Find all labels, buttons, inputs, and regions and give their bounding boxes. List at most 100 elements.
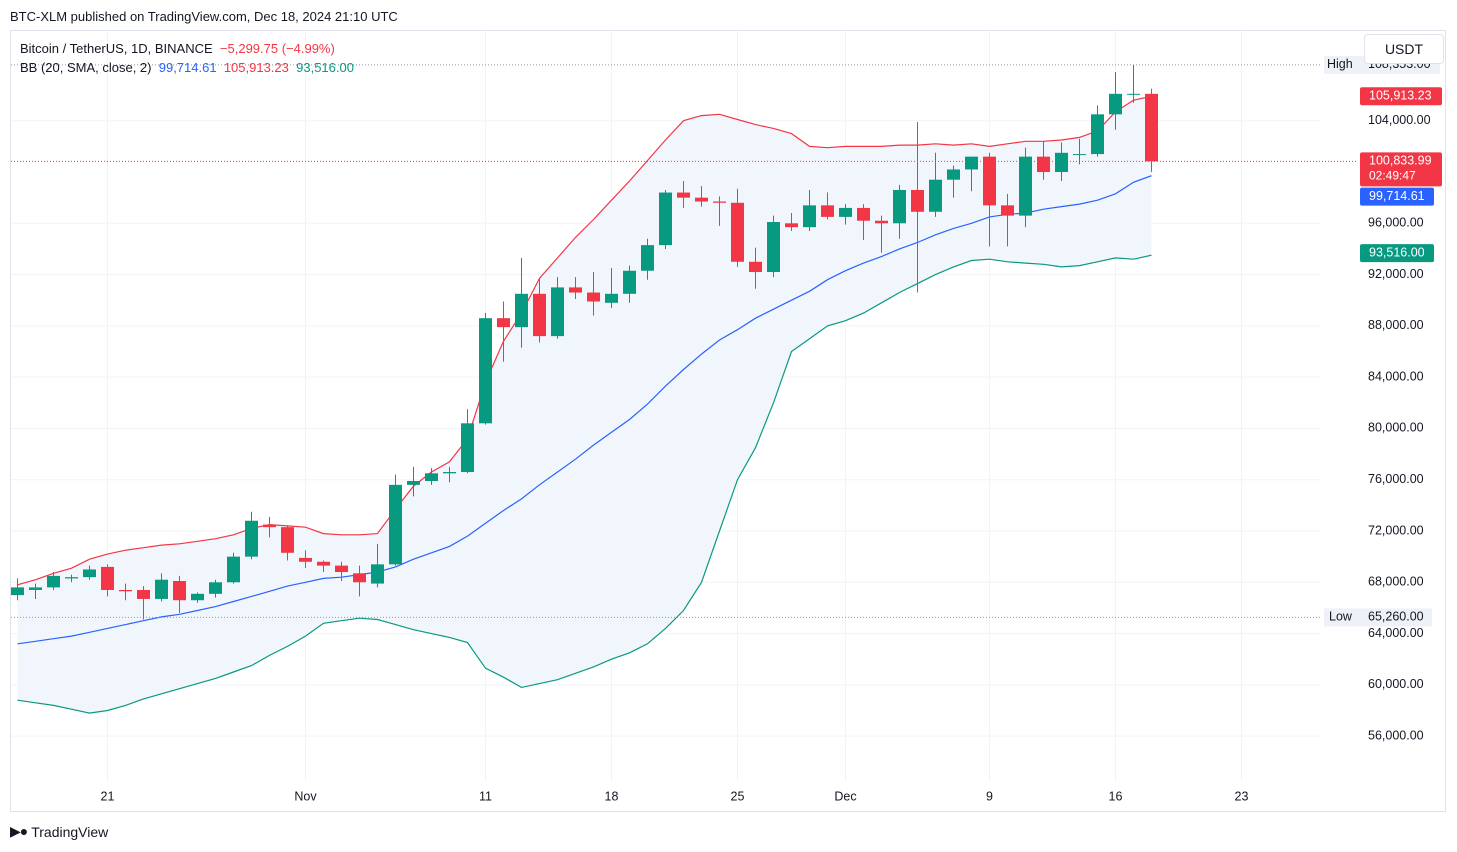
- bb-basis-line[interactable]: [17, 175, 1152, 645]
- candle-body[interactable]: [443, 472, 456, 474]
- y-tick-label: 72,000.00: [1368, 523, 1424, 537]
- candle-body[interactable]: [389, 484, 402, 565]
- candle-body[interactable]: [1145, 93, 1158, 162]
- candle-body[interactable]: [875, 220, 888, 224]
- candle-body[interactable]: [533, 293, 546, 337]
- y-tick-label: 76,000.00: [1368, 472, 1424, 486]
- candle-body[interactable]: [101, 566, 114, 590]
- bb-lower-price-tag: [1360, 244, 1434, 263]
- candle-body[interactable]: [605, 293, 618, 303]
- bb-upper-line[interactable]: [17, 95, 1152, 586]
- candle-body[interactable]: [785, 223, 798, 228]
- candle-body[interactable]: [947, 169, 960, 180]
- y-tick-label: 80,000.00: [1368, 421, 1424, 435]
- candle-body[interactable]: [155, 579, 168, 599]
- candle-body[interactable]: [551, 287, 564, 337]
- candle-body[interactable]: [245, 520, 258, 557]
- candle-body[interactable]: [461, 423, 474, 473]
- candle-body[interactable]: [479, 318, 492, 424]
- y-tick-label: 64,000.00: [1368, 626, 1424, 640]
- candle-body[interactable]: [317, 561, 330, 566]
- candle-body[interactable]: [299, 557, 312, 562]
- candle-body[interactable]: [803, 205, 816, 228]
- candle-body[interactable]: [47, 575, 60, 588]
- tradingview-logo-icon: ▶●: [10, 823, 28, 839]
- bb-upper-price-text: 105,913.23: [1369, 89, 1432, 103]
- candle-body[interactable]: [641, 245, 654, 271]
- candle-body[interactable]: [713, 201, 726, 203]
- candle-body[interactable]: [893, 189, 906, 224]
- countdown-text: 02:49:47: [1369, 169, 1416, 183]
- candle-body[interactable]: [1127, 93, 1140, 95]
- candle-body[interactable]: [965, 156, 978, 170]
- bb-lower-line[interactable]: [17, 254, 1152, 714]
- candle-body[interactable]: [1001, 205, 1014, 216]
- candle-body[interactable]: [911, 189, 924, 212]
- low-value: 65,260.00: [1368, 610, 1424, 624]
- candle-body[interactable]: [857, 207, 870, 221]
- candle-body[interactable]: [227, 556, 240, 583]
- low-label: Low: [1329, 610, 1353, 624]
- candle-body[interactable]: [1109, 93, 1122, 115]
- currency-button[interactable]: USDT: [1364, 34, 1444, 64]
- candle-body[interactable]: [11, 587, 24, 596]
- candle-body[interactable]: [173, 581, 186, 601]
- candle-body[interactable]: [263, 524, 276, 528]
- candle-body[interactable]: [137, 589, 150, 599]
- candle-body[interactable]: [695, 197, 708, 202]
- candle-body[interactable]: [821, 205, 834, 217]
- candle-body[interactable]: [731, 202, 744, 262]
- candle-body[interactable]: [29, 587, 42, 590]
- tradingview-logo[interactable]: ▶● TradingView: [10, 823, 108, 840]
- candle-body[interactable]: [515, 293, 528, 328]
- candle-body[interactable]: [587, 292, 600, 302]
- candle-body[interactable]: [929, 179, 942, 212]
- chart-legend: Bitcoin / TetherUS, 1D, BINANCE −5,299.7…: [20, 39, 354, 77]
- candle-body[interactable]: [191, 593, 204, 601]
- y-tick-label: 56,000.00: [1368, 728, 1424, 742]
- candle-body[interactable]: [119, 589, 132, 592]
- candle-body[interactable]: [407, 481, 420, 485]
- candle-body[interactable]: [677, 192, 690, 198]
- y-tick-label: 60,000.00: [1368, 677, 1424, 691]
- y-tick-label: 88,000.00: [1368, 318, 1424, 332]
- candle-body[interactable]: [767, 222, 780, 273]
- bb-indicator-label[interactable]: BB (20, SMA, close, 2): [20, 60, 152, 75]
- last-price-text: 100,833.99: [1369, 154, 1432, 168]
- candle-body[interactable]: [497, 318, 510, 328]
- x-tick-label: 9: [986, 789, 993, 803]
- bb-basis-value: 99,714.61: [158, 60, 217, 75]
- candle-body[interactable]: [281, 527, 294, 553]
- candle-body[interactable]: [371, 564, 384, 584]
- candle-body[interactable]: [659, 192, 672, 246]
- candle-body[interactable]: [353, 573, 366, 583]
- candle-body[interactable]: [1073, 154, 1086, 156]
- x-tick-label: Nov: [294, 789, 317, 803]
- y-tick-label: 68,000.00: [1368, 575, 1424, 589]
- candle-body[interactable]: [623, 270, 636, 294]
- bb-basis-price-text: 99,714.61: [1369, 189, 1425, 203]
- candle-body[interactable]: [425, 473, 438, 481]
- candle-body[interactable]: [749, 261, 762, 273]
- y-tick-label: 104,000.00: [1368, 113, 1431, 127]
- y-tick-label: 84,000.00: [1368, 369, 1424, 383]
- bb-upper-value: 105,913.23: [223, 60, 289, 75]
- symbol-title[interactable]: Bitcoin / TetherUS, 1D, BINANCE: [20, 41, 213, 56]
- bollinger-band-fill: [17, 96, 1152, 714]
- x-tick-label: 23: [1235, 789, 1249, 803]
- candle-body[interactable]: [1091, 114, 1104, 155]
- candle-body[interactable]: [65, 577, 78, 579]
- candle-body[interactable]: [335, 565, 348, 573]
- candle-body[interactable]: [83, 569, 96, 578]
- candle-body[interactable]: [1019, 156, 1032, 216]
- candle-body[interactable]: [569, 287, 582, 293]
- candle-body[interactable]: [983, 156, 996, 206]
- candle-body[interactable]: [1055, 152, 1068, 173]
- symbol-legend-row: Bitcoin / TetherUS, 1D, BINANCE −5,299.7…: [20, 39, 354, 58]
- x-tick-label: 25: [731, 789, 745, 803]
- candle-body[interactable]: [209, 582, 222, 594]
- candle-body[interactable]: [1037, 156, 1050, 173]
- bb-legend-row: BB (20, SMA, close, 2) 99,714.61 105,913…: [20, 58, 354, 77]
- candle-body[interactable]: [839, 207, 852, 217]
